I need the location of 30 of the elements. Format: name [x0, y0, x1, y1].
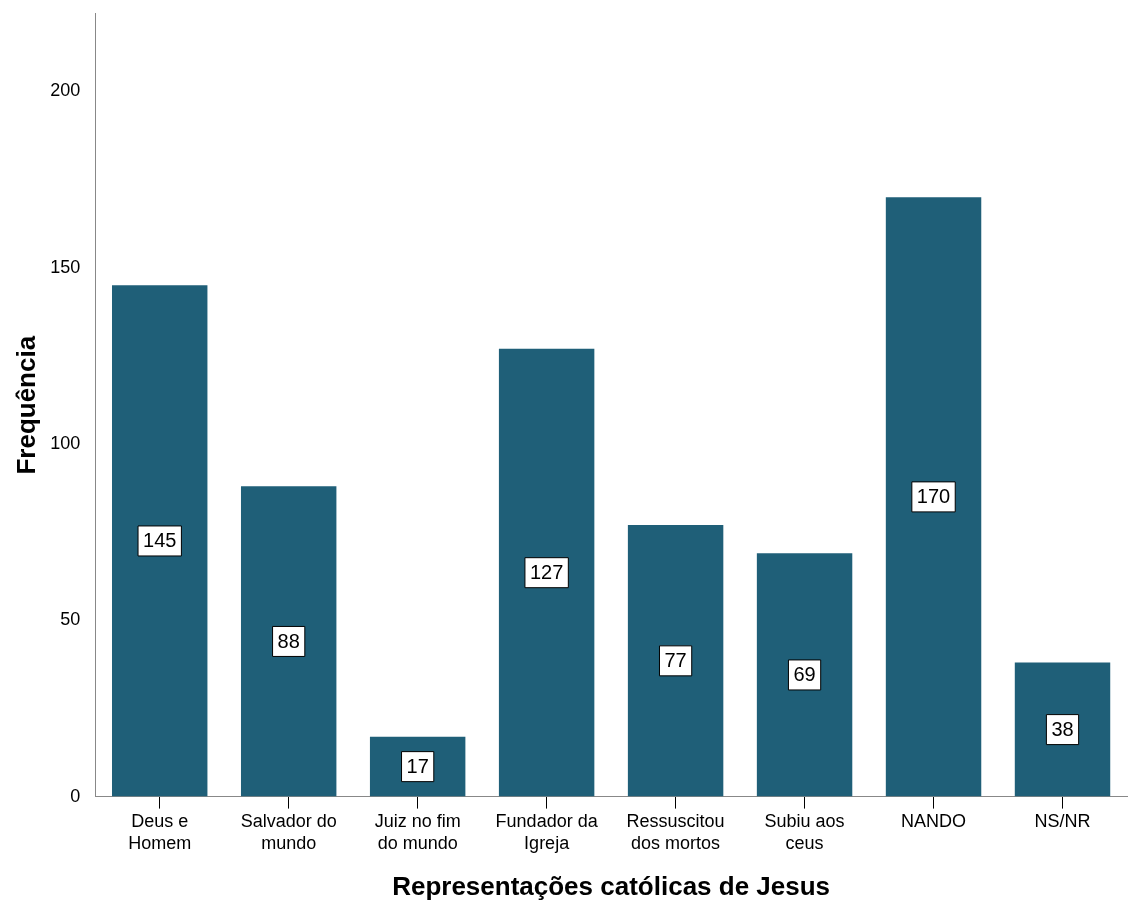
bar: [498, 348, 595, 797]
y-tick-label: 100: [50, 432, 81, 453]
x-tick-label: Salvador do mundo: [240, 811, 337, 853]
data-label: 88: [277, 629, 300, 652]
data-label: 145: [143, 529, 177, 552]
y-tick-label: 200: [50, 80, 81, 101]
bar: [885, 197, 982, 797]
bar: [627, 525, 724, 797]
x-tick-label: Subiu aos ceus: [764, 811, 845, 853]
x-tick-label: Deus e Homem: [128, 811, 192, 853]
x-tick-label: NS/NR: [1034, 811, 1091, 832]
x-tick-label: Juiz no fim do mundo: [374, 811, 461, 853]
data-label: 77: [664, 649, 687, 672]
data-label: 69: [793, 663, 816, 686]
data-label: 17: [406, 755, 429, 778]
y-tick-label: 50: [60, 609, 81, 630]
bar: [112, 285, 208, 797]
bar: [1014, 662, 1111, 797]
x-tick-label: Fundador da Igreja: [495, 811, 599, 853]
bar: [240, 486, 337, 797]
x-tick-label: NANDO: [901, 811, 967, 832]
bar: [756, 553, 853, 797]
data-label: 170: [916, 485, 951, 508]
x-axis-title: Representações católicas de Jesus: [392, 870, 831, 901]
y-tick-label: 0: [70, 785, 81, 806]
y-tick-label: 150: [50, 256, 81, 277]
data-label: 127: [529, 561, 564, 584]
data-label: 38: [1051, 718, 1074, 741]
y-axis-title: Frequência: [10, 335, 41, 475]
x-tick-label: Ressuscitou dos mortos: [626, 811, 725, 853]
